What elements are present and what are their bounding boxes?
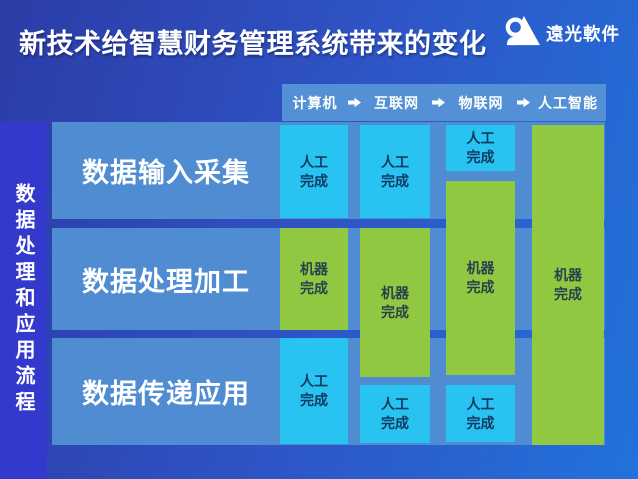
brand-name: 遠光軟件: [546, 24, 620, 44]
matrix-block-computer-input: 人工完成: [280, 125, 348, 218]
row-label: 数据传递应用: [82, 379, 250, 409]
stage-label-internet: 互联网: [374, 94, 419, 111]
block-label: 人工完成: [380, 396, 409, 431]
block-label: 机器完成: [380, 284, 409, 320]
page-title: 新技术给智慧财务管理系统带来的变化: [19, 29, 487, 59]
block-label: 机器完成: [553, 267, 582, 302]
matrix-block-iot-application: 人工完成: [446, 385, 515, 442]
matrix-block-ai-all: 机器完成: [532, 125, 604, 445]
brand-logo: 遠光軟件: [503, 14, 620, 53]
matrix-block-internet-application: 人工完成: [360, 385, 430, 443]
flow-axis-label: 数据处理和应用流程: [12, 183, 34, 417]
block-label: 机器完成: [466, 260, 495, 295]
block-label: 人工完成: [380, 153, 409, 189]
brand-triangle-circle-icon: [503, 14, 541, 53]
matrix-block-internet-processing: 机器完成: [360, 228, 430, 377]
matrix-block-internet-input: 人工完成: [360, 125, 430, 218]
stage-header: 计算机 互联网 物联网 人工智能: [282, 84, 606, 121]
flow-arrow-icon: [432, 97, 445, 108]
block-label: 机器完成: [299, 261, 328, 296]
block-label: 人工完成: [299, 153, 328, 189]
matrix-block-computer-processing: 机器完成: [280, 228, 348, 330]
block-label: 人工完成: [466, 130, 495, 165]
flow-arrow-icon: [517, 97, 530, 108]
flow-arrow-icon: [348, 97, 361, 108]
row-label: 数据输入采集: [82, 158, 250, 188]
block-label: 人工完成: [299, 373, 328, 408]
stage-label-iot: 物联网: [458, 94, 504, 111]
flow-axis-strip: [0, 122, 47, 479]
matrix-block-computer-application: 人工完成: [280, 338, 348, 444]
stage-label-computer: 计算机: [292, 94, 338, 111]
matrix-block-iot-processing: 机器完成: [446, 181, 515, 375]
stage-label-ai: 人工智能: [538, 94, 598, 111]
block-label: 人工完成: [466, 395, 495, 431]
matrix-block-iot-input: 人工完成: [446, 125, 515, 171]
row-label: 数据处理加工: [82, 266, 250, 297]
